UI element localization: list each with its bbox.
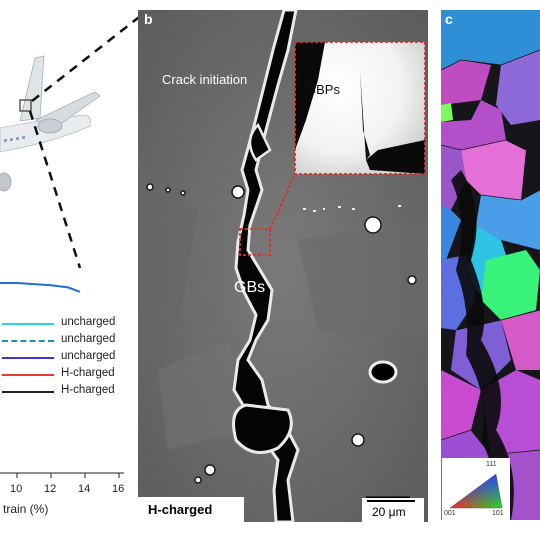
panel-letter-c: c [445, 11, 453, 27]
legend-line [2, 391, 54, 393]
x-tick-label: 14 [78, 483, 91, 495]
crack [232, 10, 300, 522]
legend-label: uncharged [61, 350, 116, 362]
x-tick-marks [16, 473, 120, 478]
pore [368, 360, 398, 384]
zoom-line-bottom [28, 110, 82, 269]
scale-bar-box: 20 μm [362, 498, 424, 522]
ipf-001-label: 001 [444, 510, 456, 517]
ipf-key: 111 001 101 [442, 458, 510, 520]
gbp-label: GBPs [306, 82, 340, 97]
sem-image [138, 10, 428, 522]
legend-line [2, 374, 54, 376]
legend-line [2, 323, 54, 325]
ipf-triangle [449, 473, 503, 509]
ipf-111-label: 111 [486, 461, 497, 468]
panel-b-micrograph: b Crack initiation GBPs GBs H-charged 20… [138, 10, 428, 522]
gbp-inset [294, 41, 426, 175]
legend-line [2, 357, 54, 359]
inset-connector [269, 171, 297, 230]
legend-label: H-charged [61, 384, 115, 396]
crack-initiation-label: Crack initiation [162, 72, 248, 87]
series-line-uncharged [0, 282, 81, 293]
condition-label: H-charged [148, 502, 213, 517]
legend-label: H-charged [61, 367, 115, 379]
panel-c-ebsd-map: c 111 001 101 [441, 10, 540, 520]
x-axis-label: train (%) [3, 502, 49, 516]
panel-a-graphics [0, 13, 144, 478]
airplane-illustration [0, 55, 101, 192]
inset-source-box [239, 228, 271, 256]
panel-letter-b: b [144, 11, 153, 27]
gb-label: GBs [234, 279, 266, 296]
scale-bar-label: 20 μm [372, 505, 406, 519]
legend-line [2, 340, 54, 342]
condition-box: H-charged [138, 497, 244, 522]
zoom-box [19, 99, 32, 112]
zoom-line-top [31, 13, 144, 102]
ebsd-image [441, 10, 540, 520]
panel-a: uncharged uncharged uncharged H-charged H-ch… [0, 0, 144, 539]
x-tick-label: 12 [44, 483, 57, 495]
ipf-101-label: 101 [492, 510, 504, 517]
x-tick-label: 10 [10, 483, 23, 495]
legend-label: uncharged [61, 316, 116, 328]
legend-label: uncharged [61, 333, 116, 345]
particles [146, 183, 417, 484]
x-tick-label: 16 [112, 483, 125, 495]
